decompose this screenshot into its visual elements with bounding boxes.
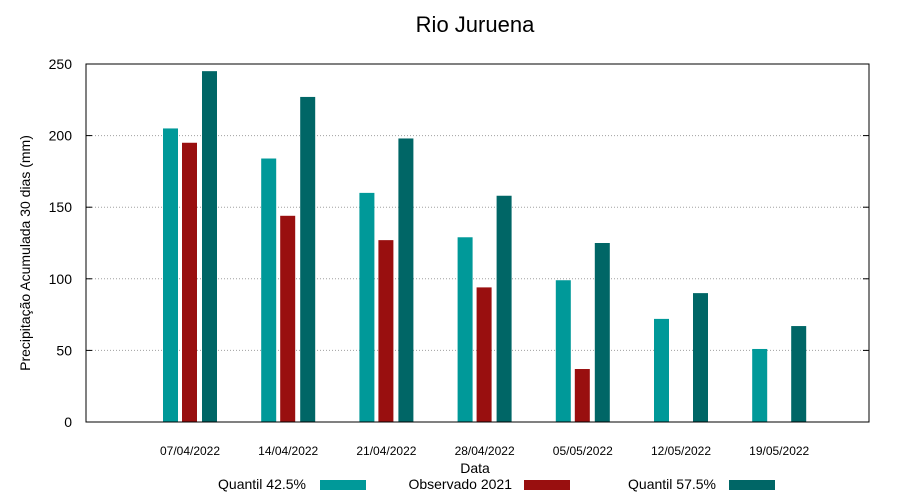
legend-swatch: [524, 480, 570, 490]
bar: [457, 237, 473, 422]
legend-label: Quantil 57.5%: [628, 476, 716, 492]
y-tick-label: 250: [49, 56, 73, 72]
bar: [594, 243, 610, 422]
legend: Quantil 42.5% Observado 2021 Quantil 57.5%: [218, 476, 775, 492]
bar: [280, 215, 296, 422]
bar: [261, 158, 277, 422]
bar: [654, 318, 669, 422]
y-tick-label: 150: [49, 199, 73, 215]
legend-swatch: [729, 480, 775, 490]
bar: [752, 348, 768, 422]
y-tick-label: 100: [49, 271, 73, 287]
bar: [693, 293, 708, 422]
x-tick-label: 05/05/2022: [553, 444, 613, 458]
y-axis-ticks: 0 50 100 150 200 250: [49, 56, 869, 430]
x-axis-label: Data: [460, 460, 490, 476]
bar: [378, 240, 394, 422]
bars: [163, 71, 807, 423]
y-tick-label: 50: [56, 342, 72, 358]
bar: [476, 287, 492, 422]
bar: [496, 195, 512, 422]
bar: [791, 326, 807, 422]
y-tick-label: 0: [64, 414, 72, 430]
x-tick-label: 19/05/2022: [749, 444, 809, 458]
bar: [555, 280, 571, 422]
legend-swatch: [320, 480, 366, 490]
bar: [182, 142, 197, 422]
bar: [359, 192, 375, 422]
plot-frame: [85, 63, 870, 423]
legend-label: Quantil 42.5%: [218, 476, 306, 492]
x-tick-label: 14/04/2022: [258, 444, 318, 458]
bar: [398, 138, 414, 423]
bar: [202, 71, 217, 422]
bar: [300, 96, 316, 422]
legend-label: Observado 2021: [408, 476, 512, 492]
x-axis-ticks: 07/04/2022 14/04/2022 21/04/2022 28/04/2022…: [160, 444, 810, 458]
x-tick-label: 07/04/2022: [160, 444, 220, 458]
x-tick-label: 12/05/2022: [651, 444, 711, 458]
x-tick-label: 28/04/2022: [455, 444, 515, 458]
bar: [163, 128, 178, 422]
bar: [574, 369, 590, 422]
y-axis-label: Precipitação Acumulada 30 dias (mm): [17, 135, 33, 371]
chart-title: Rio Juruena: [416, 12, 535, 37]
x-tick-label: 21/04/2022: [356, 444, 416, 458]
y-tick-label: 200: [49, 128, 73, 144]
